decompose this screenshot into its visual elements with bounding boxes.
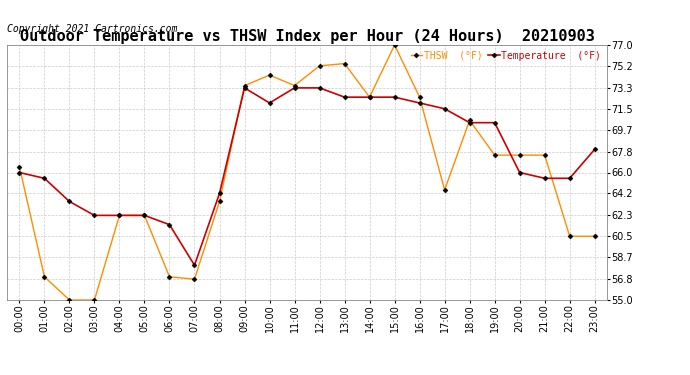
Temperature  (°F) [15,170,23,175]
THSW  (°F) [266,73,274,77]
THSW  (°F) [515,153,524,158]
Temperature  (°F) [440,106,449,111]
THSW  (°F) [15,165,23,169]
Line: THSW  (°F): THSW (°F) [18,43,596,302]
Temperature  (°F) [515,170,524,175]
Line: Temperature  (°F): Temperature (°F) [18,86,596,267]
THSW  (°F) [40,274,48,279]
THSW  (°F) [115,213,124,217]
THSW  (°F) [190,277,199,281]
Temperature  (°F) [140,213,148,217]
Legend: THSW  (°F), Temperature  (°F): THSW (°F), Temperature (°F) [407,47,605,65]
Temperature  (°F) [115,213,124,217]
Temperature  (°F) [40,176,48,180]
THSW  (°F) [90,298,99,302]
Temperature  (°F) [266,101,274,105]
THSW  (°F) [290,83,299,88]
THSW  (°F) [415,95,424,99]
THSW  (°F) [215,199,224,204]
Temperature  (°F) [215,191,224,196]
Temperature  (°F) [366,95,374,99]
THSW  (°F) [166,274,174,279]
Temperature  (°F) [540,176,549,180]
THSW  (°F) [340,61,348,66]
THSW  (°F) [315,64,324,68]
THSW  (°F) [391,43,399,47]
THSW  (°F) [240,83,248,88]
Temperature  (°F) [290,86,299,90]
Temperature  (°F) [315,86,324,90]
THSW  (°F) [366,95,374,99]
Temperature  (°F) [591,147,599,152]
THSW  (°F) [466,118,474,123]
THSW  (°F) [140,213,148,217]
Temperature  (°F) [190,263,199,267]
Temperature  (°F) [466,120,474,125]
Temperature  (°F) [566,176,574,180]
THSW  (°F) [591,234,599,238]
Temperature  (°F) [240,86,248,90]
Temperature  (°F) [90,213,99,217]
Temperature  (°F) [415,101,424,105]
Temperature  (°F) [391,95,399,99]
Temperature  (°F) [340,95,348,99]
THSW  (°F) [491,153,499,158]
Title: Outdoor Temperature vs THSW Index per Hour (24 Hours)  20210903: Outdoor Temperature vs THSW Index per Ho… [19,29,595,44]
Temperature  (°F) [166,222,174,227]
THSW  (°F) [566,234,574,238]
THSW  (°F) [540,153,549,158]
THSW  (°F) [440,188,449,192]
THSW  (°F) [66,298,74,302]
Temperature  (°F) [491,120,499,125]
Temperature  (°F) [66,199,74,204]
Text: Copyright 2021 Cartronics.com: Copyright 2021 Cartronics.com [7,24,177,33]
